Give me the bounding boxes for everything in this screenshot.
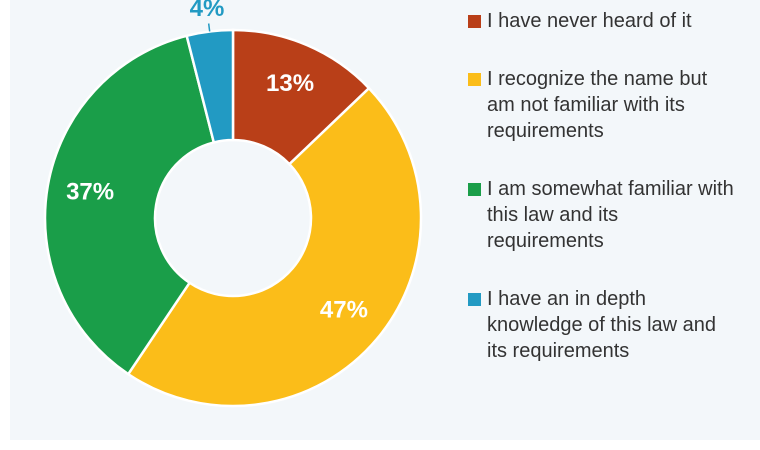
donut-slice (43, 34, 216, 376)
legend-label: I recognize the name but am not familiar… (487, 68, 708, 142)
legend-label: I have never heard of it (487, 10, 692, 32)
legend-swatch (468, 73, 481, 86)
legend-item: I recognize the name but am not familiar… (468, 66, 737, 144)
legend-label: I am somewhat familiar with this law and… (487, 178, 734, 252)
legend-swatch (468, 15, 481, 28)
donut-slice (126, 86, 423, 408)
data-label: 4% (190, 0, 225, 22)
legend-swatch (468, 293, 481, 306)
data-label: 37% (66, 179, 114, 206)
data-label: 47% (320, 297, 368, 324)
data-label: 13% (266, 70, 314, 97)
legend-item: I have an in depth knowledge of this law… (468, 286, 737, 364)
leader-line (207, 23, 211, 32)
legend: I have never heard of it I recognize the … (468, 8, 748, 396)
legend-item: I am somewhat familiar with this law and… (468, 176, 737, 254)
legend-label: I have an in depth knowledge of this law… (487, 288, 717, 362)
legend-item: I have never heard of it (468, 8, 737, 34)
donut-slice (185, 28, 235, 144)
legend-swatch (468, 183, 481, 196)
donut-slice (231, 28, 371, 166)
